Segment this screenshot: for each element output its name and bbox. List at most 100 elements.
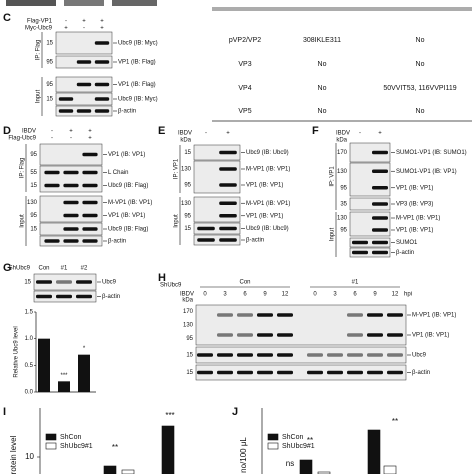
bar <box>38 338 50 392</box>
series-group: Con <box>239 280 250 286</box>
treatment-name: IBDV <box>336 131 350 137</box>
band <box>347 313 363 317</box>
band-label: M-VP1 (IB: VP1) <box>396 216 440 222</box>
band <box>327 353 343 357</box>
blot <box>349 237 391 248</box>
band <box>82 227 98 231</box>
panel-label: E <box>158 125 165 137</box>
band <box>36 280 52 284</box>
band <box>237 370 253 375</box>
band <box>237 353 253 357</box>
treatment-sign: + <box>100 19 104 25</box>
band <box>372 250 388 255</box>
band <box>197 226 215 231</box>
treatment-name: ShUbc9 <box>9 266 31 272</box>
table-cell: No <box>318 85 327 92</box>
band <box>387 333 403 337</box>
band <box>82 239 98 243</box>
treatment-name: IBDV <box>22 129 36 135</box>
band <box>44 170 60 175</box>
y-axis-label: rotein level <box>9 435 18 474</box>
group-label: Input <box>36 90 42 104</box>
y-tick-label: 1.0 <box>25 336 34 342</box>
band <box>82 183 98 188</box>
band <box>372 169 388 174</box>
table-cell: No <box>416 108 425 115</box>
treatment-sign: - <box>65 19 67 25</box>
band <box>367 333 383 337</box>
band <box>63 239 79 243</box>
treatment-sign: - <box>51 136 53 142</box>
table-cell: 308IKLE311 <box>303 37 341 44</box>
band-label: Ubc9 (IB: Ubc9) <box>246 226 289 232</box>
band <box>352 250 368 255</box>
band-label: β-actin <box>118 109 136 115</box>
band <box>217 333 233 337</box>
treatment-sign: + <box>82 19 86 25</box>
treatment-sign: 3 <box>333 292 337 298</box>
panel-label: D <box>3 125 11 137</box>
table-cell: VP3 <box>238 61 251 68</box>
kda-marker: 95 <box>30 152 37 158</box>
series-group: #1 <box>352 280 359 286</box>
table-cell: 50VVIT53, 116VVPI119 <box>383 85 456 92</box>
kda-unit: kDa <box>180 138 191 144</box>
treatment-sign: + <box>88 129 92 135</box>
band-label: VP1 (IB: Flag) <box>118 60 156 66</box>
treatment-sign: 12 <box>392 292 399 298</box>
panel-label: F <box>312 125 319 137</box>
kda-marker: 95 <box>30 213 37 219</box>
band <box>76 82 92 87</box>
band <box>63 183 79 188</box>
band <box>307 353 323 357</box>
legend-label: ShCon <box>282 434 304 441</box>
band <box>219 201 237 206</box>
treatment-sign: + <box>100 26 104 32</box>
band <box>372 202 388 206</box>
band <box>76 109 92 113</box>
band <box>372 150 388 155</box>
band-label: VP1 (IB: VP1) <box>246 213 283 219</box>
kda-marker: 130 <box>27 200 38 206</box>
kda-marker: 15 <box>186 353 193 359</box>
treatment-sign: #2 <box>81 266 88 272</box>
kda-marker: 15 <box>30 183 37 189</box>
band <box>219 226 237 231</box>
legend-swatch <box>267 433 279 441</box>
kda-marker: 130 <box>183 323 194 329</box>
kda-marker: 15 <box>184 226 191 232</box>
treatment-sign: + <box>69 129 73 135</box>
table-cell: VP4 <box>238 85 251 92</box>
kda-marker: 170 <box>337 150 348 156</box>
treatment-sign: Con <box>38 266 49 272</box>
y-tick-label: 0.5 <box>25 363 34 369</box>
table-cell: No <box>318 61 327 68</box>
band-label: β-actin <box>412 370 430 376</box>
band <box>94 60 110 64</box>
band <box>44 239 60 243</box>
band <box>257 353 273 357</box>
bar-shape <box>383 465 397 474</box>
band <box>56 294 72 299</box>
blot <box>39 195 103 223</box>
legend-swatch <box>45 442 57 450</box>
kda-marker: 130 <box>181 201 192 207</box>
kda-marker: 15 <box>46 97 53 103</box>
treatment-sign: #1 <box>61 266 68 272</box>
group-label: Input <box>174 214 180 228</box>
treatment-sign: - <box>205 131 207 137</box>
band <box>277 333 293 337</box>
band <box>58 109 74 113</box>
bar-shape <box>299 459 313 474</box>
band <box>36 294 52 299</box>
kda-marker: 170 <box>183 309 194 315</box>
blot <box>39 165 103 193</box>
kda-marker: 130 <box>337 169 348 175</box>
band <box>58 97 74 101</box>
treatment-sign: + <box>226 131 230 137</box>
treatment-sign: + <box>378 131 382 137</box>
annotation: *** <box>165 411 174 420</box>
band-label: M-VP1 (IB: VP1) <box>246 167 290 173</box>
blot <box>193 196 241 223</box>
band-label: VP3 (IB: VP3) <box>396 202 433 208</box>
